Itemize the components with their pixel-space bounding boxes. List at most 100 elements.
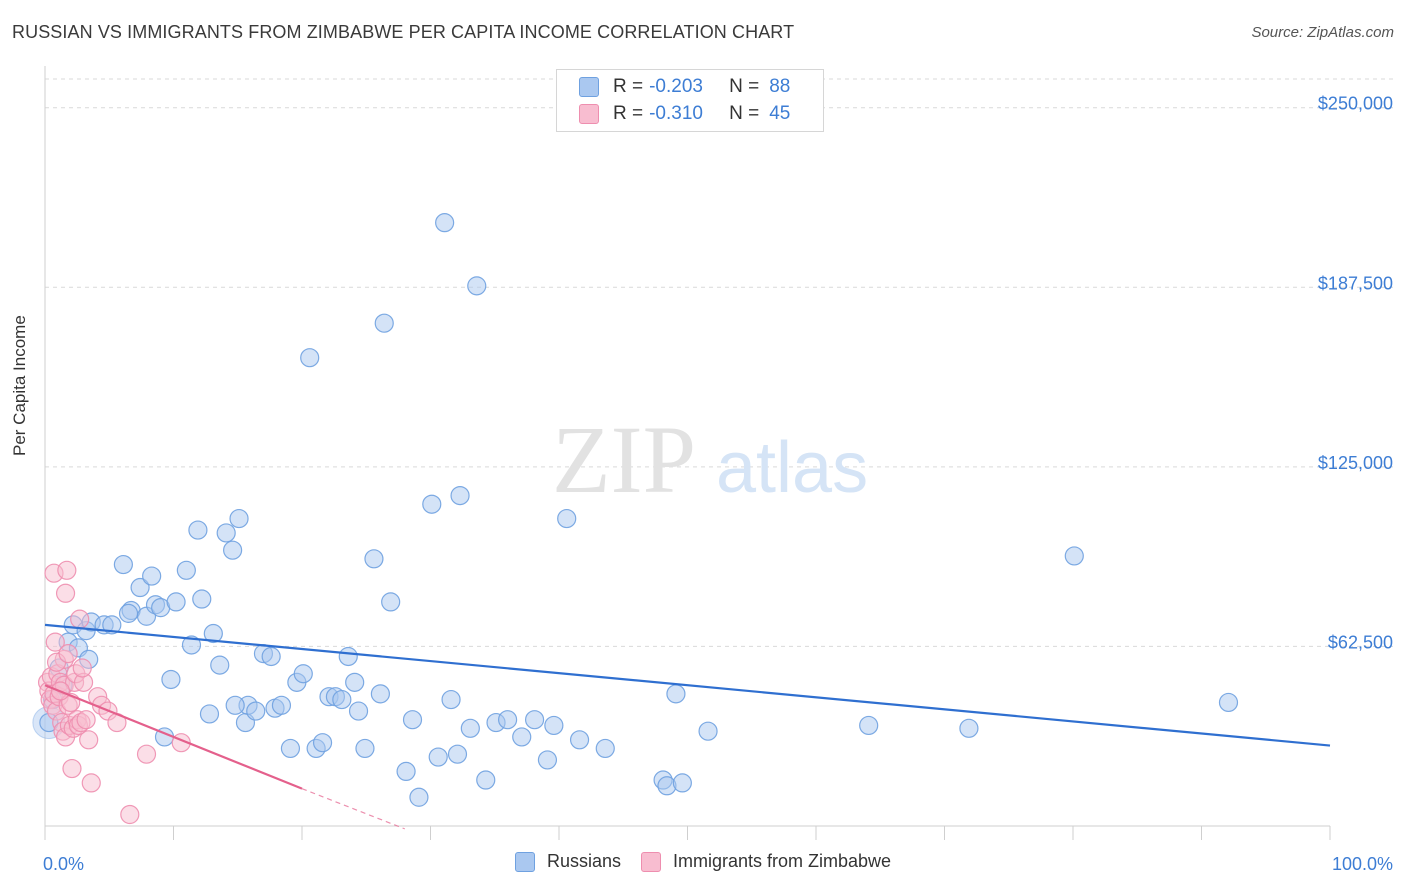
data-point-russians (557, 508, 577, 529)
data-point-russians (409, 787, 429, 807)
x-tick-label-min: 0.0% (43, 854, 84, 874)
data-point-russians (698, 721, 718, 741)
data-point-russians (102, 615, 122, 635)
watermark-zip: ZIP (552, 406, 696, 513)
data-point-russians (450, 485, 470, 506)
tick-labels: $62,500 $125,000 $187,500 $250,000 0.0% 100.0… (43, 94, 1393, 874)
data-point-russians (216, 523, 236, 543)
data-point-russians (118, 603, 139, 623)
data-point-russians (332, 689, 352, 710)
trend-line-zimbabwe-extension (301, 788, 406, 830)
data-point-russians (203, 623, 223, 644)
grid-lines (45, 78, 1395, 647)
x-tick-label-max: 100.0% (1332, 854, 1393, 874)
y-tick-label: $62,500 (1328, 632, 1393, 652)
data-point-russians (181, 635, 202, 655)
data-point-russians (374, 313, 394, 333)
data-point-zimbabwe (45, 632, 65, 652)
data-point-russians (544, 715, 564, 736)
data-point-zimbabwe (136, 744, 157, 764)
data-point-russians (188, 520, 208, 540)
data-point-russians (447, 744, 468, 764)
data-point-russians (460, 718, 480, 738)
y-axis-label: Per Capita Income (10, 315, 29, 456)
n-label: N = (729, 76, 760, 97)
data-point-russians (199, 704, 220, 724)
data-point-russians (246, 701, 266, 721)
data-point-zimbabwe (70, 609, 90, 629)
data-point-russians (345, 672, 365, 692)
data-point-russians (293, 664, 313, 684)
data-point-russians (142, 566, 162, 586)
data-point-russians (176, 560, 196, 580)
series-legend: Russians Immigrants from Zimbabwe (0, 851, 1406, 872)
trend-line-russians (44, 623, 1331, 747)
stats-legend: R = -0.203 N = 88 R = -0.310 N = 45 (556, 69, 824, 132)
axes (44, 66, 1331, 840)
data-point-zimbabwe (120, 804, 140, 825)
data-point-zimbabwe (76, 710, 96, 730)
r-value: -0.203 (649, 76, 703, 97)
russians-legend-swatch (514, 851, 535, 872)
data-point-russians (396, 761, 416, 782)
data-point-russians (166, 592, 186, 612)
data-point-zimbabwe (72, 658, 92, 678)
zimbabwe-swatch (579, 104, 599, 124)
data-point-russians (338, 646, 358, 667)
data-point-russians (467, 276, 487, 296)
data-point-russians (370, 684, 390, 704)
data-point-zimbabwe (81, 773, 101, 793)
data-point-russians (672, 773, 692, 793)
data-point-russians (300, 348, 320, 368)
data-point-russians (476, 770, 496, 790)
r-label: R = (613, 76, 644, 97)
data-point-russians (959, 718, 979, 738)
y-tick-label: $125,000 (1318, 453, 1393, 473)
r-label: R = (613, 103, 644, 124)
data-point-russians (666, 684, 686, 704)
data-point-russians (192, 589, 212, 609)
n-value: 88 (769, 76, 791, 97)
y-tick-label: $250,000 (1318, 94, 1393, 114)
russians-swatch (579, 77, 599, 97)
n-value: 45 (769, 103, 791, 124)
chart-title: RUSSIAN VS IMMIGRANTS FROM ZIMBABWE PER … (12, 22, 795, 42)
data-point-russians (498, 710, 518, 730)
n-label: N = (729, 103, 760, 124)
data-point-russians (428, 747, 448, 767)
data-point-russians (537, 750, 558, 770)
data-point-russians (569, 730, 590, 750)
data-point-russians (210, 655, 230, 675)
trend-lines (44, 623, 1331, 830)
data-point-russians (1218, 692, 1239, 713)
stats-legend-row-zimbabwe: R = -0.310 N = 45 (579, 101, 790, 127)
y-tick-label: $187,500 (1318, 273, 1393, 293)
data-point-russians (441, 689, 461, 710)
data-point-russians (364, 549, 384, 569)
data-point-russians (161, 669, 181, 690)
data-point-russians (348, 701, 369, 721)
data-point-zimbabwe (58, 644, 78, 664)
data-point-russians (524, 710, 545, 730)
data-point-russians (595, 738, 615, 759)
data-point-russians (223, 540, 243, 560)
data-point-russians (225, 695, 245, 715)
data-point-zimbabwe (79, 730, 99, 750)
legend-item-zimbabwe[interactable]: Immigrants from Zimbabwe (640, 851, 891, 872)
data-point-russians (312, 733, 333, 753)
stats-legend-row-russians: R = -0.203 N = 88 (579, 74, 790, 100)
data-point-russians (261, 646, 281, 667)
legend-item-russians[interactable]: Russians (514, 851, 621, 872)
r-value: -0.310 (649, 103, 703, 124)
data-point-russians (381, 592, 401, 612)
watermark-atlas: atlas (716, 428, 868, 508)
data-point-russians (355, 738, 375, 759)
data-point-russians (435, 213, 455, 233)
trend-line-zimbabwe (44, 684, 303, 790)
data-point-russians (859, 715, 879, 736)
source-label: Source: ZipAtlas.com (1251, 24, 1394, 41)
data-point-russians (422, 494, 442, 514)
data-point-russians (130, 577, 150, 598)
data-point-russians (271, 695, 292, 715)
